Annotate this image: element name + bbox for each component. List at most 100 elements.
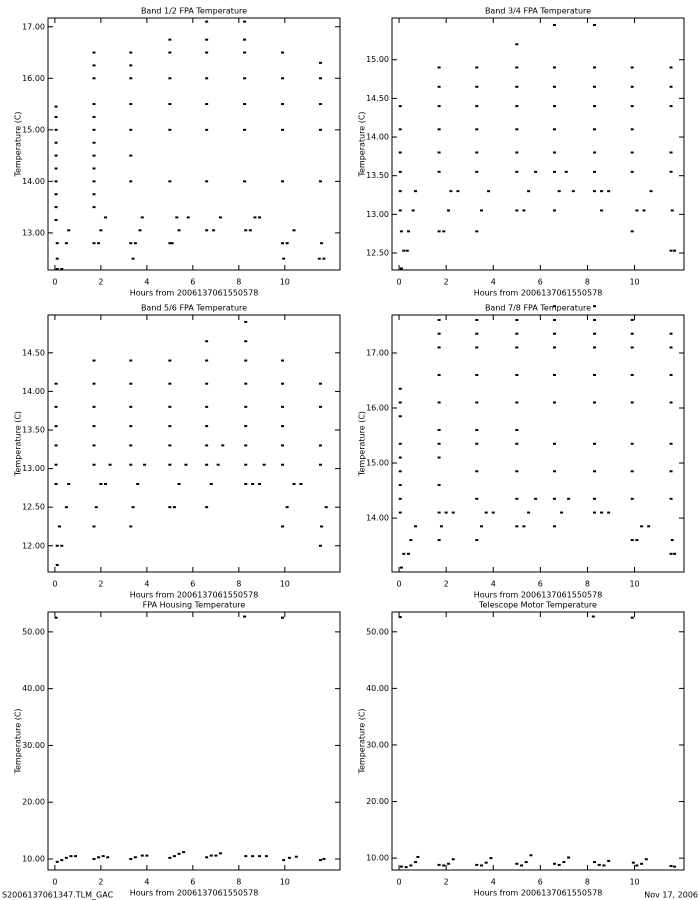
data-point — [630, 470, 634, 473]
data-point — [437, 539, 441, 542]
data-point — [557, 190, 561, 193]
data-point — [649, 190, 653, 193]
y-tick-label: 10.00 — [366, 854, 389, 863]
data-point — [475, 105, 479, 108]
data-point — [398, 128, 402, 131]
data-point — [398, 497, 402, 500]
data-point — [630, 616, 634, 619]
data-point — [205, 425, 209, 428]
data-point — [292, 229, 296, 232]
data-point — [552, 862, 556, 865]
data-point — [487, 190, 491, 193]
data-point — [398, 170, 402, 173]
data-point — [281, 51, 285, 54]
data-point — [281, 359, 285, 362]
data-point — [571, 190, 575, 193]
y-tick-label: 14.00 — [366, 133, 389, 142]
data-point — [55, 267, 59, 270]
x-axis-label: Hours from 2006137061550578 — [130, 591, 259, 600]
x-tick-label: 4 — [144, 580, 149, 589]
data-point — [186, 216, 190, 219]
x-tick-label: 6 — [538, 878, 543, 887]
data-point — [99, 483, 103, 486]
data-point — [129, 242, 133, 245]
x-tick-label: 6 — [538, 278, 543, 287]
data-point — [205, 382, 209, 385]
data-point — [416, 855, 420, 858]
data-point — [244, 444, 248, 447]
data-point — [92, 405, 96, 408]
data-point — [94, 506, 98, 509]
data-point — [414, 190, 418, 193]
data-point — [562, 861, 566, 864]
data-point — [489, 857, 493, 860]
y-tick-label: 17.00 — [366, 348, 389, 357]
data-point — [205, 51, 209, 54]
data-point — [205, 405, 209, 408]
data-point — [552, 85, 556, 88]
data-point — [74, 855, 78, 858]
data-point — [205, 506, 209, 509]
data-point — [205, 103, 209, 106]
x-tick-label: 10 — [629, 878, 639, 887]
data-point — [243, 128, 247, 131]
data-point — [318, 180, 322, 183]
data-point — [669, 249, 673, 252]
data-point — [281, 525, 285, 528]
data-point — [54, 105, 58, 108]
data-point — [54, 616, 58, 619]
data-point — [318, 405, 322, 408]
data-point — [129, 425, 133, 428]
data-point — [287, 856, 291, 859]
data-point — [479, 525, 483, 528]
data-point — [205, 128, 209, 131]
data-point — [129, 64, 133, 67]
plot-frame — [391, 17, 685, 271]
data-point — [593, 861, 597, 864]
data-point — [405, 249, 409, 252]
data-point — [475, 151, 479, 154]
data-point — [129, 180, 133, 183]
data-point — [318, 128, 322, 131]
data-point — [560, 511, 564, 514]
data-point — [515, 66, 519, 69]
data-point — [398, 470, 402, 473]
data-point — [552, 346, 556, 349]
data-point — [92, 242, 96, 245]
data-point — [216, 463, 220, 466]
data-point — [251, 483, 255, 486]
data-point — [398, 616, 402, 619]
y-tick-label: 15.00 — [366, 459, 389, 468]
data-point — [437, 332, 441, 335]
data-point — [133, 856, 137, 859]
data-point — [640, 862, 644, 865]
plot-frame — [47, 611, 341, 871]
x-tick-label: 2 — [444, 878, 449, 887]
data-point — [244, 405, 248, 408]
x-axis-label: Hours from 2006137061550578 — [474, 889, 603, 898]
data-point — [258, 855, 262, 858]
data-point — [437, 429, 441, 432]
data-point — [437, 85, 441, 88]
data-point — [168, 444, 172, 447]
y-tick-label: 50.00 — [22, 627, 45, 636]
data-point — [54, 193, 58, 196]
data-point — [475, 863, 479, 866]
data-point — [552, 318, 556, 321]
data-point — [55, 257, 59, 260]
data-point — [593, 318, 597, 321]
data-point — [593, 332, 597, 335]
data-point — [92, 193, 96, 196]
data-point — [253, 216, 257, 219]
data-point — [644, 858, 648, 861]
data-point — [244, 855, 248, 858]
plot-frame — [391, 314, 685, 573]
data-point — [640, 525, 644, 528]
data-point — [168, 128, 172, 131]
data-point — [593, 105, 597, 108]
x-tick-label: 0 — [52, 278, 57, 287]
data-point — [552, 305, 556, 308]
data-point — [673, 552, 677, 555]
x-tick-label: 0 — [397, 580, 402, 589]
data-point — [57, 525, 61, 528]
